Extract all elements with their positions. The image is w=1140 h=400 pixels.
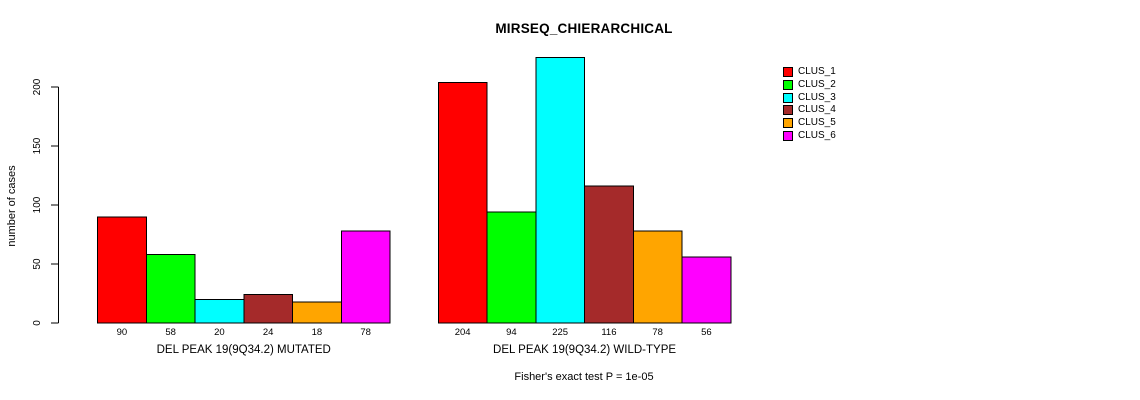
y-axis-tick-label: 150 (32, 137, 43, 154)
fisher-annotation: Fisher's exact test P = 1e-05 (514, 371, 654, 383)
legend-row: CLUS_5 (783, 117, 836, 130)
legend-row: CLUS_4 (783, 104, 836, 117)
bar-clus_6 (681, 256, 732, 324)
y-axis-tick-label: 50 (32, 258, 43, 270)
y-axis-tick-label: 100 (32, 196, 43, 213)
legend-swatch-clus_3 (783, 92, 793, 103)
legend-swatch-clus_2 (783, 80, 793, 91)
bar-clus_6 (340, 230, 391, 324)
bar-clus_1 (437, 81, 488, 324)
legend-label: CLUS_6 (798, 129, 836, 141)
bar-clus_3 (194, 298, 245, 324)
bar-value-label: 78 (360, 327, 371, 338)
chart-title: MIRSEQ_CHIERARCHICAL (495, 21, 673, 36)
legend-row: CLUS_2 (783, 79, 836, 92)
bar-value-label: 90 (117, 327, 128, 338)
bar-value-label: 116 (601, 327, 616, 338)
bar-clus_4 (243, 294, 293, 324)
legend-swatch-clus_4 (783, 105, 793, 116)
legend-swatch-clus_5 (783, 118, 793, 129)
legend-swatch-clus_6 (783, 130, 793, 141)
y-axis-tick-label: 0 (32, 320, 43, 326)
group-label: DEL PEAK 19(9Q34.2) MUTATED (157, 344, 331, 356)
bar-clus_4 (584, 185, 634, 324)
legend-label: CLUS_1 (798, 66, 836, 78)
legend-swatch-clus_1 (783, 67, 793, 78)
bar-clus_2 (145, 254, 196, 324)
bar-clus_1 (97, 216, 147, 324)
y-axis-tick-label: 200 (32, 78, 43, 95)
legend-row: CLUS_6 (783, 129, 836, 142)
legend-row: CLUS_3 (783, 91, 836, 104)
bar-clus_5 (292, 301, 342, 324)
bar-value-label: 94 (506, 327, 517, 338)
group-label: DEL PEAK 19(9Q34.2) WILD-TYPE (493, 344, 676, 356)
legend: CLUS_1 CLUS_2 CLUS_3 CLUS_4 CLUS_5 CLUS_6 (783, 66, 836, 142)
bar-value-label: 204 (455, 327, 471, 338)
legend-label: CLUS_2 (798, 79, 836, 91)
legend-label: CLUS_4 (798, 104, 836, 116)
bar-clus_5 (632, 230, 683, 324)
bar-clus_2 (486, 211, 537, 324)
bar-value-label: 56 (701, 327, 712, 338)
bar-value-label: 225 (552, 327, 568, 338)
bar-value-label: 58 (165, 327, 176, 338)
bar-value-label: 18 (312, 327, 323, 338)
legend-row: CLUS_1 (783, 66, 836, 79)
bar-value-label: 20 (214, 327, 225, 338)
bar-value-label: 24 (263, 327, 274, 338)
bar-clus_3 (535, 57, 586, 324)
legend-label: CLUS_5 (798, 117, 836, 129)
bar-value-label: 78 (652, 327, 663, 338)
legend-label: CLUS_3 (798, 91, 836, 103)
